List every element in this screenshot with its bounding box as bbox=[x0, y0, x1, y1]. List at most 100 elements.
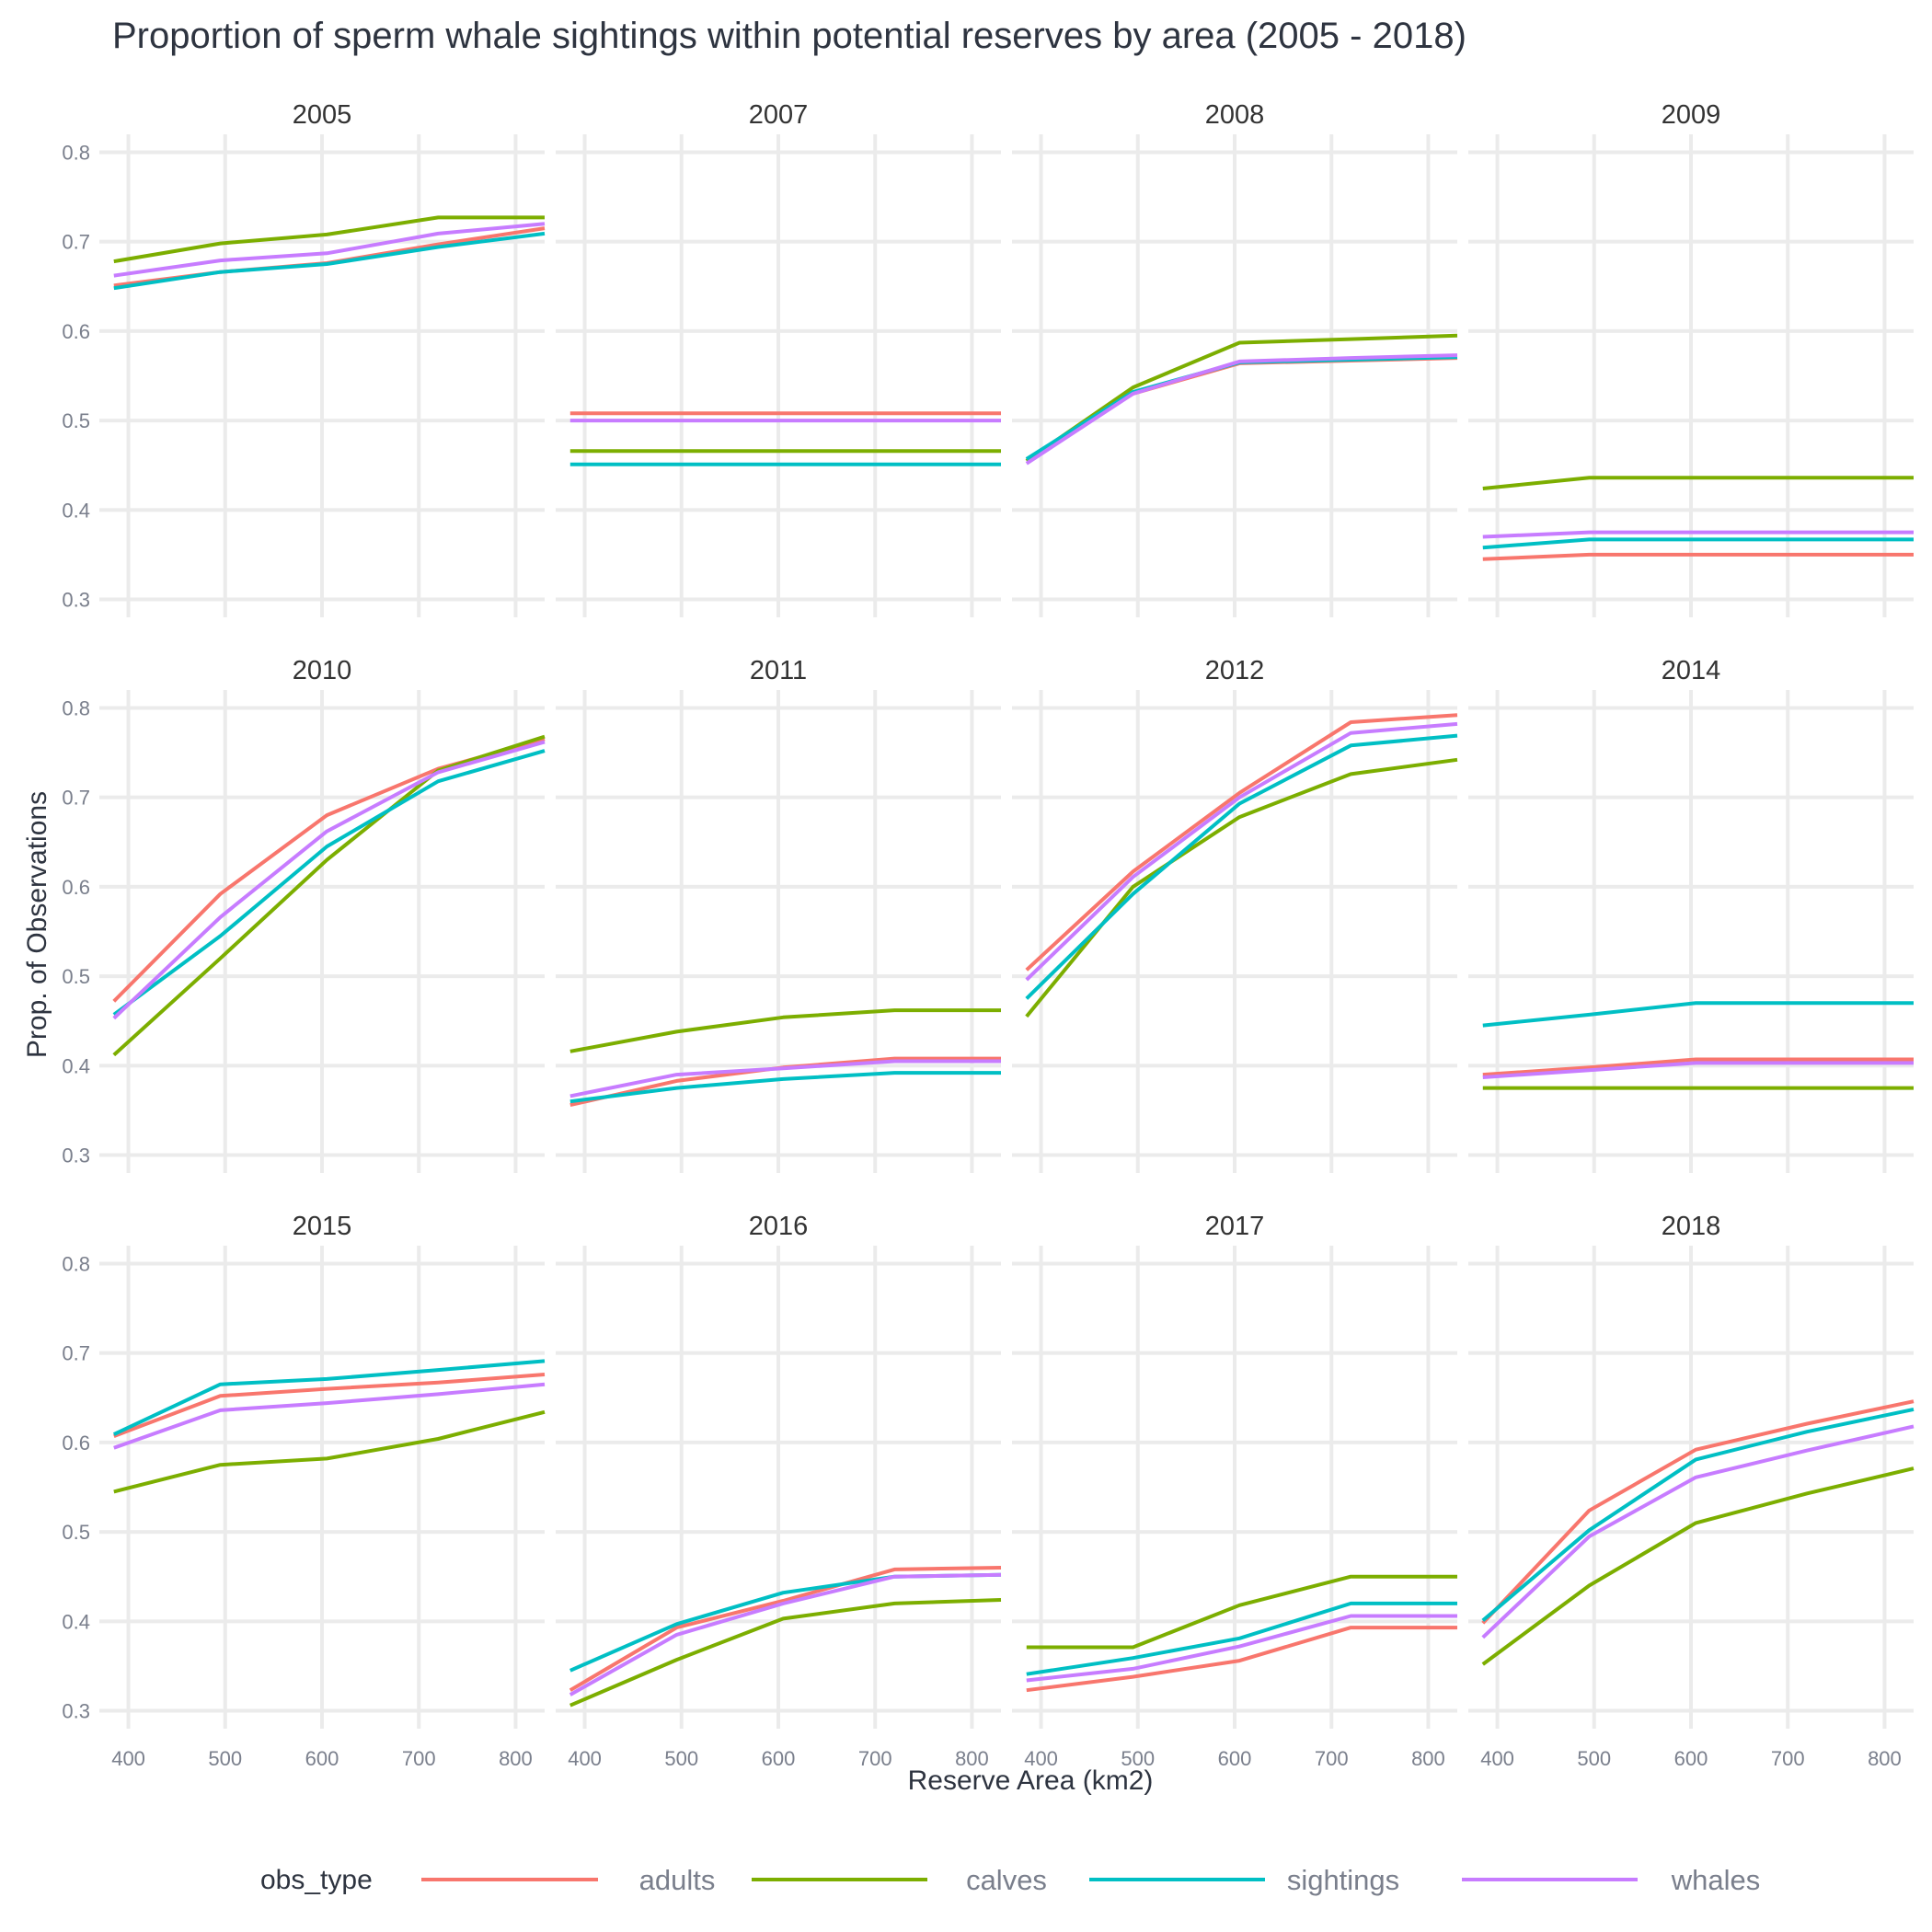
y-tick-label: 0.8 bbox=[62, 141, 90, 164]
facet-panel-2018: 2018 400 500 600 700 800 bbox=[1468, 1212, 1915, 1770]
facet-panels: 2005 0.3 0.4 0.5 0.6 0.7 0.8 2007 2008 2009 2010 0.… bbox=[62, 100, 1915, 1770]
series-line-calves bbox=[569, 1008, 1001, 1053]
x-tick-label: 600 bbox=[762, 1747, 796, 1770]
facet-strip-label: 2015 bbox=[293, 1212, 352, 1241]
series-line-sightings bbox=[1026, 1601, 1457, 1676]
y-tick-label: 0.5 bbox=[62, 965, 90, 988]
series-line-calves bbox=[1482, 476, 1914, 490]
series-line-whales bbox=[1482, 530, 1914, 539]
x-tick-label: 500 bbox=[1121, 1747, 1155, 1770]
facet-panel-2017: 2017 400 500 600 700 800 bbox=[1012, 1212, 1457, 1770]
facet-panel-2014: 2014 bbox=[1468, 656, 1914, 1173]
y-tick-label: 0.3 bbox=[62, 589, 90, 612]
facet-panel-2011: 2011 bbox=[556, 656, 1001, 1173]
x-tick-label: 800 bbox=[1868, 1747, 1902, 1770]
facet-strip-label: 2005 bbox=[293, 100, 352, 130]
series-line-adults bbox=[1025, 356, 1458, 463]
x-tick-label: 700 bbox=[402, 1747, 436, 1770]
x-tick-label: 500 bbox=[208, 1747, 242, 1770]
x-tick-label: 800 bbox=[1411, 1747, 1445, 1770]
legend-title: obs_type bbox=[260, 1865, 373, 1895]
series-line-whales bbox=[569, 1572, 1002, 1696]
facet-panel-2015: 2015 0.3 0.4 0.5 0.6 0.7 0.8 400 500 600 700 800 bbox=[62, 1212, 546, 1770]
series-line-whales bbox=[569, 1059, 1001, 1098]
x-axis-title: Reserve Area (km2) bbox=[908, 1765, 1154, 1796]
facet-panel-2012: 2012 bbox=[1012, 656, 1458, 1173]
x-tick-label: 700 bbox=[1315, 1747, 1349, 1770]
facet-panel-2007: 2007 bbox=[556, 100, 1001, 617]
y-tick-label: 0.4 bbox=[62, 1054, 90, 1077]
facet-strip-label: 2014 bbox=[1662, 656, 1721, 685]
y-tick-label: 0.6 bbox=[62, 1432, 90, 1455]
series-line-adults bbox=[113, 1373, 546, 1438]
series-line-calves bbox=[112, 734, 546, 1057]
series-line-whales bbox=[1026, 1614, 1457, 1683]
series-line-calves bbox=[1025, 333, 1458, 463]
x-tick-label: 800 bbox=[499, 1747, 533, 1770]
legend-label-sightings: sightings bbox=[1287, 1864, 1399, 1896]
legend-label-adults: adults bbox=[639, 1864, 716, 1896]
x-tick-label: 400 bbox=[111, 1747, 145, 1770]
x-tick-label: 500 bbox=[664, 1747, 698, 1770]
facet-panel-2010: 2010 0.3 0.4 0.5 0.6 0.7 0.8 bbox=[62, 656, 546, 1173]
x-tick-label: 600 bbox=[1218, 1747, 1252, 1770]
y-tick-label: 0.6 bbox=[62, 876, 90, 899]
y-tick-label: 0.8 bbox=[62, 1252, 90, 1275]
facet-strip-label: 2018 bbox=[1662, 1212, 1721, 1241]
series-line-sightings bbox=[112, 749, 546, 1017]
y-tick-label: 0.4 bbox=[62, 1610, 90, 1633]
facet-strip-label: 2016 bbox=[749, 1212, 809, 1241]
series-line-sightings bbox=[1482, 537, 1914, 550]
x-tick-label: 500 bbox=[1577, 1747, 1611, 1770]
x-tick-label: 400 bbox=[1024, 1747, 1058, 1770]
series-line-whales bbox=[112, 740, 546, 1020]
series-line-sightings bbox=[1482, 1001, 1914, 1028]
legend-label-whales: whales bbox=[1671, 1864, 1761, 1896]
series-line-calves bbox=[1026, 1574, 1457, 1650]
series-line-whales bbox=[113, 1382, 546, 1450]
x-tick-label: 400 bbox=[1480, 1747, 1514, 1770]
series-line-sightings bbox=[112, 1359, 546, 1436]
facet-panel-2016: 2016 400 500 600 700 800 bbox=[556, 1212, 1002, 1770]
y-axis-title: Prop. of Observations bbox=[22, 791, 52, 1058]
series-line-whales bbox=[1025, 721, 1458, 982]
facet-strip-label: 2009 bbox=[1662, 100, 1721, 130]
series-line-adults bbox=[1025, 713, 1458, 972]
y-tick-label: 0.6 bbox=[62, 320, 90, 343]
series-line-adults bbox=[569, 1566, 1002, 1692]
x-tick-label: 600 bbox=[1674, 1747, 1708, 1770]
facet-panel-2008: 2008 bbox=[1012, 100, 1458, 617]
facet-strip-label: 2008 bbox=[1205, 100, 1265, 130]
series-line-calves bbox=[569, 1598, 1002, 1708]
y-tick-label: 0.8 bbox=[62, 696, 90, 719]
y-tick-label: 0.7 bbox=[62, 231, 90, 254]
series-line-calves bbox=[113, 1409, 546, 1494]
series-line-whales bbox=[1482, 1061, 1914, 1079]
series-line-sightings bbox=[1025, 355, 1458, 461]
y-tick-label: 0.3 bbox=[62, 1144, 90, 1167]
x-tick-label: 700 bbox=[858, 1747, 892, 1770]
series-line-adults bbox=[112, 737, 546, 1003]
series-line-whales bbox=[113, 222, 546, 278]
x-tick-label: 700 bbox=[1771, 1747, 1805, 1770]
series-line-sightings bbox=[113, 231, 546, 291]
series-line-adults bbox=[1026, 1626, 1457, 1693]
series-line-whales bbox=[1481, 1424, 1915, 1639]
facet-strip-label: 2011 bbox=[750, 656, 807, 685]
facet-panel-2005: 2005 0.3 0.4 0.5 0.6 0.7 0.8 bbox=[62, 100, 546, 617]
chart-title: Proportion of sperm whale sightings with… bbox=[112, 16, 1466, 56]
x-tick-label: 800 bbox=[955, 1747, 989, 1770]
y-tick-label: 0.7 bbox=[62, 787, 90, 810]
series-line-adults bbox=[1481, 1399, 1915, 1625]
series-line-sightings bbox=[1481, 1407, 1915, 1622]
facet-strip-label: 2007 bbox=[749, 100, 809, 130]
series-line-adults bbox=[1482, 552, 1914, 561]
y-tick-label: 0.5 bbox=[62, 409, 90, 432]
y-tick-label: 0.7 bbox=[62, 1342, 90, 1365]
series-line-calves bbox=[113, 215, 545, 264]
legend: obs_type adults calves sightings whales bbox=[260, 1864, 1760, 1896]
y-tick-label: 0.5 bbox=[62, 1521, 90, 1544]
x-tick-label: 400 bbox=[568, 1747, 602, 1770]
series-line-sightings bbox=[569, 1071, 1001, 1104]
